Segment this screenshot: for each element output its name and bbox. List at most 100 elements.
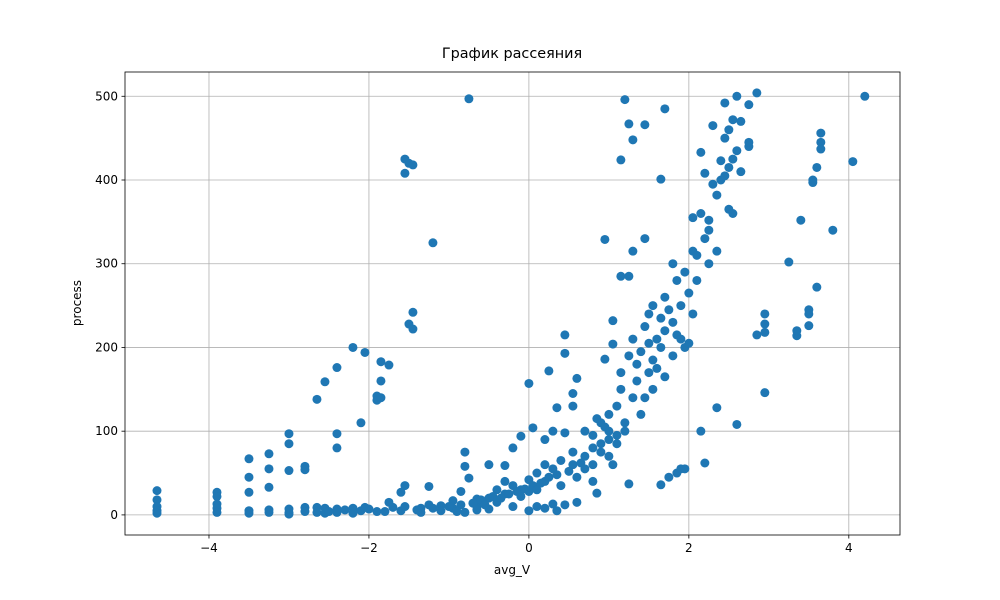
point [400,502,410,512]
point [760,327,770,337]
point [284,439,294,449]
point [672,275,682,285]
point [524,378,534,388]
point [628,246,638,256]
point [656,174,666,184]
point [556,455,566,465]
point [300,465,310,475]
axes-frame [124,71,901,536]
point [828,225,838,235]
point [380,507,390,517]
y-axis-label: process [70,280,84,326]
point [616,368,626,378]
point [668,317,678,327]
point [480,500,490,510]
point [460,507,470,517]
point [744,137,754,147]
point [396,487,406,497]
point [708,179,718,189]
point [496,493,506,503]
point [700,234,710,244]
point [660,292,670,302]
point [552,506,562,516]
point [656,313,666,323]
point [444,502,454,512]
point [212,507,222,517]
point [604,451,614,461]
point [532,502,542,512]
point [348,508,358,518]
point [300,507,310,517]
point [532,485,542,495]
point [528,423,538,433]
point [264,482,274,492]
point [704,259,714,269]
point [264,464,274,474]
ticks: −4 −2 0 2 4 0 100 200 300 400 500 [95,89,853,555]
point [620,418,630,428]
point [320,377,330,387]
point [784,257,794,267]
point [644,309,654,319]
point [540,503,550,513]
point [648,301,658,311]
point [520,484,530,494]
point [688,213,698,223]
point [212,491,222,501]
point [588,430,598,440]
point [676,301,686,311]
point [244,508,254,518]
point [732,419,742,429]
point [332,443,342,453]
point [816,144,826,154]
point [312,394,322,404]
point [668,351,678,361]
point [644,338,654,348]
point [152,495,162,505]
x-tick-label: 4 [845,541,853,555]
point [636,409,646,419]
point [400,168,410,178]
point [732,91,742,101]
points [152,88,870,519]
point [632,376,642,386]
point [244,472,254,482]
y-tick-label: 300 [95,257,118,271]
point [596,439,606,449]
point [556,481,566,491]
point [728,208,738,218]
point [712,246,722,256]
point [596,447,606,457]
point [732,146,742,156]
point [676,334,686,344]
point [552,403,562,413]
point [372,507,382,517]
point [488,491,498,501]
point [728,154,738,164]
point [612,439,622,449]
point [244,487,254,497]
point [560,500,570,510]
point [376,376,386,386]
point [540,435,550,445]
point [244,454,254,464]
point [736,116,746,126]
point [628,334,638,344]
point [492,485,502,495]
point [408,160,418,170]
point [500,461,510,471]
point [456,500,466,510]
x-tick-label: 2 [685,541,693,555]
point [152,486,162,496]
point [804,309,814,319]
point [568,447,578,457]
point [600,354,610,364]
point [644,368,654,378]
point [708,121,718,131]
point [616,384,626,394]
point [796,215,806,225]
point [376,393,386,403]
point [640,234,650,244]
point [608,460,618,470]
